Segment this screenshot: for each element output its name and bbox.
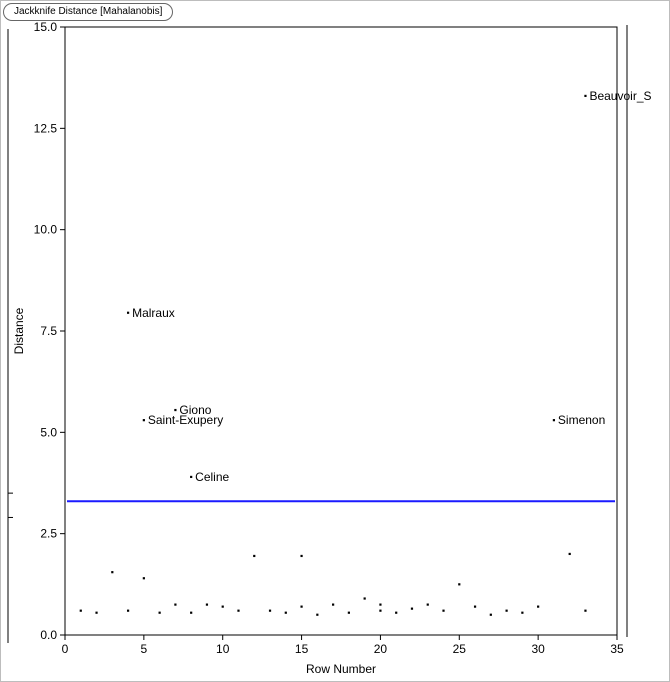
scatter-point [127, 610, 129, 612]
scatter-point [395, 612, 397, 614]
scatter-point [300, 606, 302, 608]
scatter-point [537, 606, 539, 608]
y-tick-label: 10.0 [34, 223, 58, 237]
scatter-point [458, 583, 460, 585]
scatter-point [569, 553, 571, 555]
scatter-point [300, 555, 302, 557]
scatter-chart: 0 5 10 15 20 25 30 35 0.0 2.5 5.0 7.5 10.0 12.5 15.0 Ro… [7, 21, 665, 677]
scatter-point [127, 312, 129, 314]
y-tick-label: 12.5 [34, 121, 58, 135]
x-tick-label: 0 [62, 642, 69, 656]
x-axis-label: Row Number [306, 662, 376, 676]
scatter-point [159, 612, 161, 614]
point-label: Celine [195, 470, 229, 484]
scatter-point [80, 610, 82, 612]
scatter-point [364, 597, 366, 599]
scatter-point [143, 577, 145, 579]
scatter-point [285, 612, 287, 614]
x-tick-label: 5 [141, 642, 148, 656]
scatter-point [427, 604, 429, 606]
y-axis-label: Distance [12, 307, 26, 354]
x-tick-label: 25 [453, 642, 467, 656]
scatter-point [174, 409, 176, 411]
scatter-point [174, 604, 176, 606]
scatter-point [269, 610, 271, 612]
y-tick-label: 7.5 [40, 324, 57, 338]
scatter-point [237, 610, 239, 612]
scatter-point [190, 476, 192, 478]
scatter-point [490, 614, 492, 616]
point-label: Malraux [132, 306, 175, 320]
scatter-point [474, 606, 476, 608]
x-tick-label: 35 [610, 642, 624, 656]
scatter-point [379, 610, 381, 612]
scatter-point [253, 555, 255, 557]
scatter-point [521, 612, 523, 614]
y-tick-label: 2.5 [40, 527, 57, 541]
scatter-point [506, 610, 508, 612]
header-tab-label: Jackknife Distance [Mahalanobis] [14, 4, 162, 20]
scatter-point [348, 612, 350, 614]
x-tick-label: 10 [216, 642, 230, 656]
scatter-point [143, 419, 145, 421]
scatter-point [222, 606, 224, 608]
x-tick-label: 15 [295, 642, 309, 656]
scatter-point [411, 608, 413, 610]
y-tick-label: 5.0 [40, 425, 57, 439]
scatter-point [206, 604, 208, 606]
scatter-point [95, 612, 97, 614]
scatter-point [584, 610, 586, 612]
point-label: Giono [179, 403, 211, 417]
window-frame: Jackknife Distance [Mahalanobis] 0 5 10 15 2… [0, 0, 670, 682]
plot-box [65, 27, 617, 635]
y-tick-label: 0.0 [40, 628, 57, 642]
y-tick-label: 15.0 [34, 21, 58, 34]
scatter-point [111, 571, 113, 573]
scatter-point [379, 604, 381, 606]
scatter-point [190, 612, 192, 614]
x-tick-label: 30 [531, 642, 545, 656]
x-tick-label: 20 [374, 642, 388, 656]
scatter-point [442, 610, 444, 612]
scatter-point [584, 95, 586, 97]
header-tab[interactable]: Jackknife Distance [Mahalanobis] [3, 3, 173, 21]
scatter-point [553, 419, 555, 421]
point-label: Beauvoir_S [589, 89, 651, 103]
scatter-point [316, 614, 318, 616]
scatter-point [332, 604, 334, 606]
chart-area: 0 5 10 15 20 25 30 35 0.0 2.5 5.0 7.5 10.0 12.5 15.0 Ro… [7, 21, 663, 675]
point-label: Simenon [558, 413, 605, 427]
